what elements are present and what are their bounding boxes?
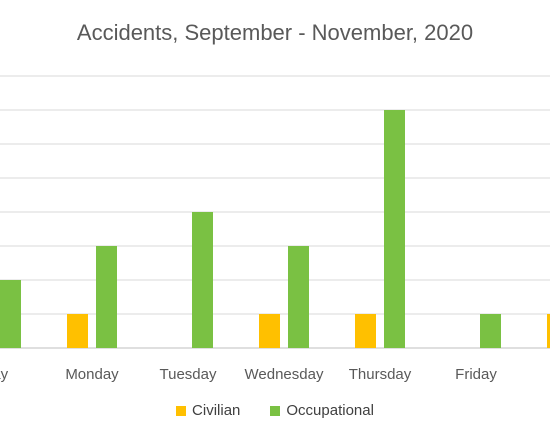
legend-item-civilian: Civilian [176, 402, 240, 419]
legend-label-civilian: Civilian [192, 402, 241, 419]
x-tick-label-thursday: Thursday [349, 366, 412, 383]
x-tick-label-wednesday: Wednesday [245, 366, 324, 383]
bar-civilian-saturday [547, 314, 550, 348]
bar-occupational-wednesday [288, 246, 309, 348]
legend-item-occupational: Occupational [270, 402, 374, 419]
chart-title: Accidents, September - November, 2020 [76, 20, 474, 45]
x-tick-label-monday: Monday [65, 366, 119, 383]
x-tick-label-sunday: day [0, 366, 9, 383]
legend-swatch-occupational [270, 405, 281, 416]
bar-occupational-friday [480, 314, 501, 348]
bar-civilian-thursday [355, 314, 376, 348]
bar-occupational-monday [96, 246, 117, 348]
bar-civilian-wednesday [259, 314, 280, 348]
x-tick-label-tuesday: Tuesday [160, 366, 217, 383]
bar-occupational-sunday [0, 280, 21, 348]
legend-label-occupational: Occupational [286, 402, 374, 419]
x-tick-label-friday: Friday [455, 366, 497, 383]
bar-civilian-monday [67, 314, 88, 348]
legend: Civilian Occupational [0, 402, 550, 419]
bar-occupational-thursday [384, 110, 405, 348]
legend-swatch-civilian [176, 405, 187, 416]
bar-occupational-tuesday [192, 212, 213, 348]
